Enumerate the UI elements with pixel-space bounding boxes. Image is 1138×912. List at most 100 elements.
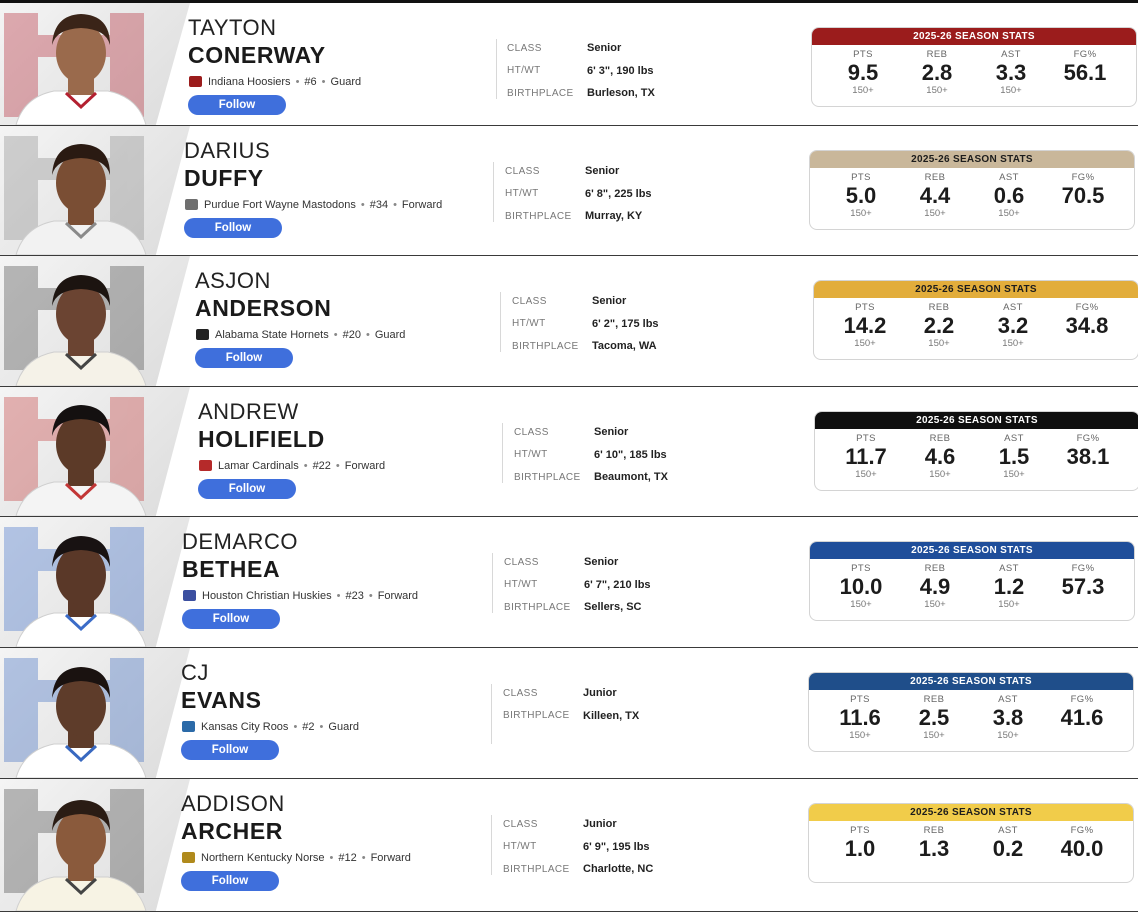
follow-button[interactable]: Follow (188, 95, 286, 115)
bio-row: CLASS Junior (503, 682, 803, 705)
stat-value: 9.5 (847, 60, 879, 85)
stat-label: AST (998, 825, 1018, 836)
season-stats-card: 2025-26 SEASON STATS PTS 5.0 150+ REB 4.4 150… (809, 150, 1135, 230)
season-stats-title: 2025-26 SEASON STATS (810, 542, 1134, 559)
player-first-name: DEMARCO (182, 529, 298, 554)
bio-row: CLASS Senior (512, 290, 812, 313)
season-stats-title: 2025-26 SEASON STATS (812, 28, 1136, 45)
player-first-name: ADDISON (181, 791, 285, 816)
stat-qualifier (1045, 861, 1119, 872)
stat-qualifier (1048, 85, 1122, 96)
separator-dot: • (365, 328, 370, 341)
stat-ast: AST 1.5 150+ (977, 429, 1051, 480)
season-stats-title: 2025-26 SEASON STATS (814, 281, 1138, 298)
bio-table: CLASS Senior HT/WT 6' 2", 175 lbs BIRTHPLACE… (512, 290, 812, 358)
stat-label: PTS (855, 302, 875, 313)
player-first-name: ASJON (195, 268, 271, 293)
stat-value: 2.2 (923, 313, 955, 338)
follow-button[interactable]: Follow (184, 218, 282, 238)
player-card: ANDREW HOLIFIELD Lamar Cardinals • #22 •… (0, 387, 1138, 517)
bio-row: CLASS Senior (514, 421, 814, 444)
bio-row: CLASS Senior (505, 160, 805, 183)
bio-value: Murray, KY (585, 210, 643, 223)
player-name-block: TAYTON CONERWAY Indiana Hoosiers • #6 • … (188, 15, 488, 115)
stat-qualifier: 150+ (850, 599, 872, 610)
stat-qualifier (1045, 730, 1119, 741)
team-name: Lamar Cardinals (218, 459, 299, 472)
player-first-name: CJ (181, 660, 209, 685)
player-name-block: ASJON ANDERSON Alabama State Hornets • #… (195, 268, 495, 368)
stat-qualifier (823, 861, 897, 872)
season-stats-card: 2025-26 SEASON STATS PTS 10.0 150+ REB 4.9 15… (809, 541, 1135, 621)
player-position: Forward (401, 198, 443, 211)
bio-row: HT/WT 6' 10", 185 lbs (514, 444, 814, 467)
hornet-logo-icon (196, 329, 209, 340)
separator-dot: • (335, 459, 340, 472)
norse-logo-icon (182, 852, 195, 863)
stat-value: 11.7 (845, 444, 887, 469)
stat-label: FG% (1071, 172, 1095, 183)
season-stats-card: 2025-26 SEASON STATS PTS 9.5 150+ REB 2.8 150… (811, 27, 1137, 107)
stat-label: AST (1003, 302, 1023, 313)
player-photo (0, 256, 190, 386)
stat-label: FG% (1070, 825, 1094, 836)
season-stats-title: 2025-26 SEASON STATS (809, 804, 1133, 821)
bio-row: BIRTHPLACE Burleson, TX (507, 82, 807, 105)
stat-qualifier: 150+ (997, 730, 1019, 741)
stat-qualifier: 150+ (924, 208, 946, 219)
bio-label: CLASS (503, 818, 538, 830)
season-stats-card: 2025-26 SEASON STATS PTS 1.0 REB 1.3 AST 0.2 F… (808, 803, 1134, 883)
bio-label: HT/WT (505, 188, 539, 200)
bio-value: Burleson, TX (587, 87, 655, 100)
player-last-name: EVANS (181, 687, 262, 713)
bio-label: BIRTHPLACE (503, 710, 570, 722)
bio-label: CLASS (507, 42, 542, 54)
stat-value: 2.5 (918, 705, 950, 730)
stat-label: FG% (1076, 433, 1100, 444)
stat-fg-pct: FG% 38.1 (1051, 429, 1125, 480)
player-photo (0, 126, 190, 255)
bio-row: CLASS Junior (503, 813, 803, 836)
separator-dot: • (329, 851, 334, 864)
stat-fg-pct: FG% 70.5 (1046, 168, 1120, 219)
player-last-name: CONERWAY (188, 42, 326, 68)
bio-row: BIRTHPLACE Beaumont, TX (514, 466, 814, 489)
stat-qualifier (1046, 599, 1120, 610)
stat-value: 1.2 (993, 574, 1025, 599)
bio-row: HT/WT 6' 3", 190 lbs (507, 60, 807, 83)
bio-row: HT/WT 6' 8", 225 lbs (505, 183, 805, 206)
stat-qualifier (897, 861, 971, 872)
stat-qualifier: 150+ (924, 599, 946, 610)
follow-button[interactable]: Follow (181, 740, 279, 760)
stat-reb: REB 4.9 150+ (898, 559, 972, 610)
stat-ast: AST 3.3 150+ (974, 45, 1048, 96)
stat-pts: PTS 14.2 150+ (828, 298, 902, 349)
stat-reb: REB 2.8 150+ (900, 45, 974, 96)
bio-row: BIRTHPLACE Killeen, TX (503, 705, 803, 728)
bio-table: CLASS Junior BIRTHPLACE Killeen, TX (503, 682, 803, 727)
stat-ast: AST 0.2 (971, 821, 1045, 872)
stat-qualifier: 150+ (929, 469, 951, 480)
stat-fg-pct: FG% 40.0 (1045, 821, 1119, 872)
divider (491, 684, 492, 744)
bio-value: Killeen, TX (583, 709, 640, 722)
follow-button[interactable]: Follow (182, 609, 280, 629)
bio-table: CLASS Senior HT/WT 6' 3", 190 lbs BIRTHPLACE… (507, 37, 807, 105)
stat-qualifier (1051, 469, 1125, 480)
bio-row: HT/WT 6' 2", 175 lbs (512, 313, 812, 336)
stat-pts: PTS 5.0 150+ (824, 168, 898, 219)
bio-value: Sellers, SC (584, 601, 642, 614)
follow-button[interactable]: Follow (198, 479, 296, 499)
stat-label: PTS (851, 172, 871, 183)
stat-qualifier: 150+ (923, 730, 945, 741)
bio-label: CLASS (514, 426, 549, 438)
season-stats-card: 2025-26 SEASON STATS PTS 11.7 150+ REB 4.6 15… (814, 411, 1138, 491)
follow-button[interactable]: Follow (181, 871, 279, 891)
separator-dot: • (333, 328, 338, 341)
player-first-name: TAYTON (188, 15, 277, 40)
stat-reb: REB 1.3 (897, 821, 971, 872)
stat-qualifier: 150+ (998, 599, 1020, 610)
season-stats-title: 2025-26 SEASON STATS (810, 151, 1134, 168)
follow-button[interactable]: Follow (195, 348, 293, 368)
bio-table: CLASS Junior HT/WT 6' 9", 195 lbs BIRTHPLACE… (503, 813, 803, 881)
